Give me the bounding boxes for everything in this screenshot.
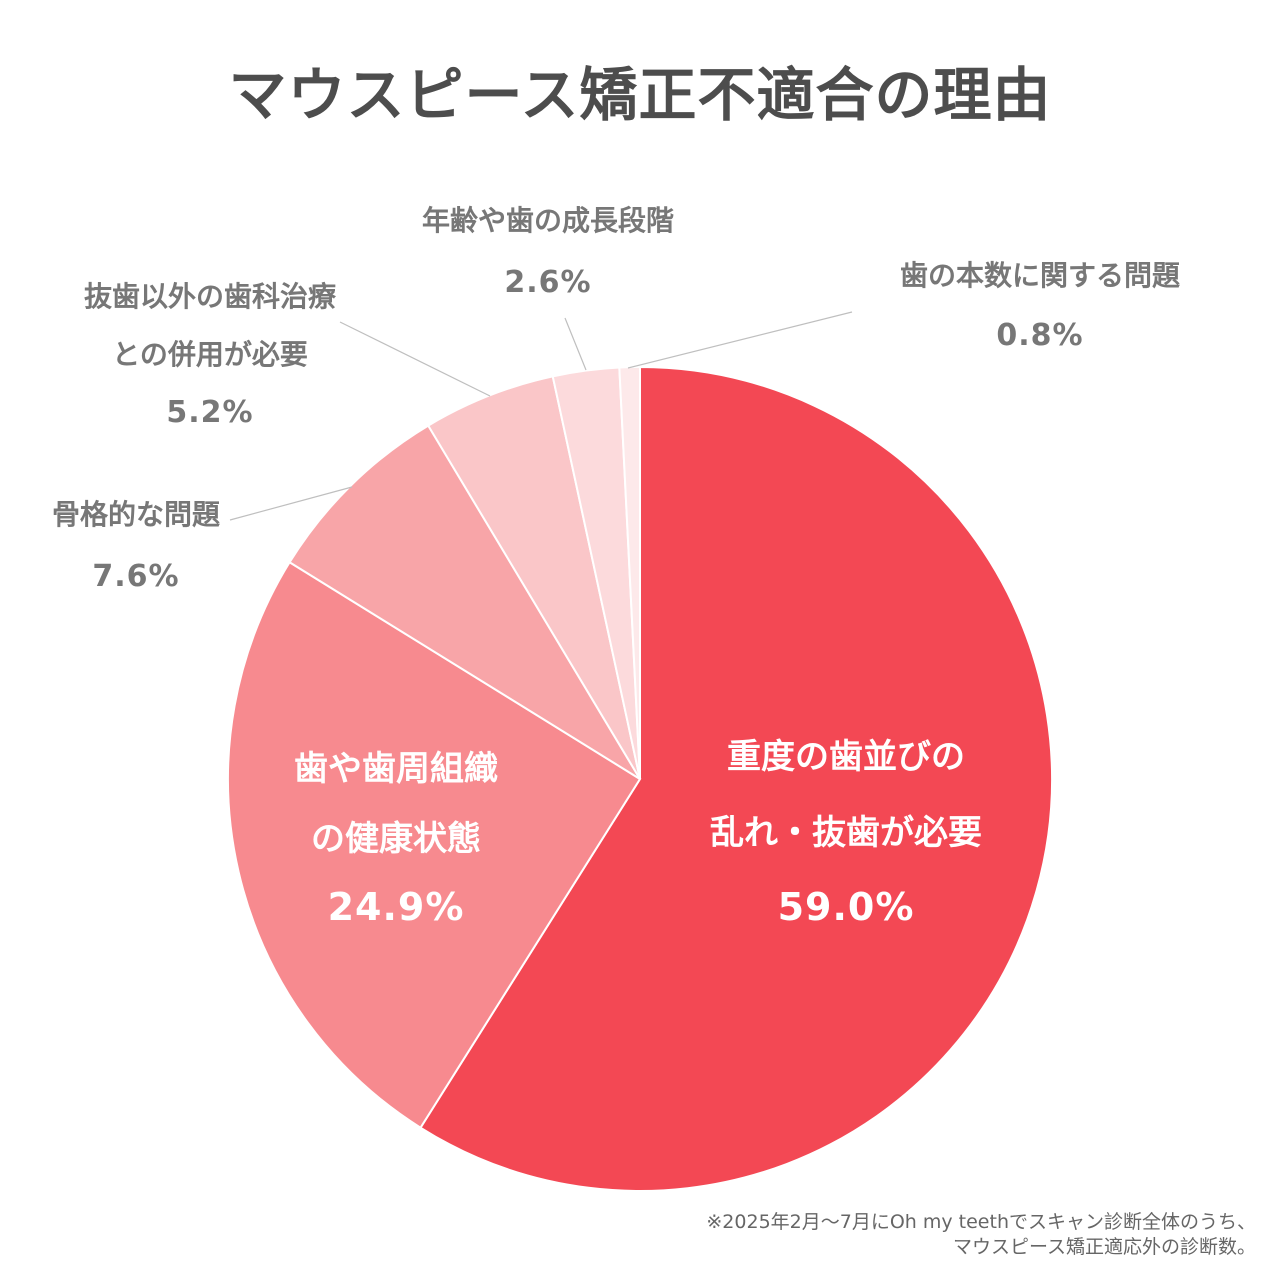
- pie-slice-2: [227, 560, 642, 1130]
- pie-slice-1: [419, 365, 1053, 1192]
- footnote: ※2025年2月～7月にOh my teethでスキャン診断全体のうち、 マウス…: [706, 1210, 1256, 1260]
- leader-line-4: [339, 321, 491, 397]
- slice-value-label-5: 2.6%: [504, 265, 591, 300]
- slice-value-label-2: 24.9%: [328, 885, 465, 929]
- slice-label-5-line-1: 年齢や歯の成長段階: [422, 204, 674, 237]
- slice-value-label-1: 59.0%: [778, 885, 915, 929]
- slice-label-4-line-1: 抜歯以外の歯科治療: [84, 280, 337, 313]
- slice-value-label-4: 5.2%: [166, 395, 253, 430]
- footnote-line-2: マウスピース矯正適応外の診断数。: [952, 1236, 1256, 1258]
- pie-slices: [227, 365, 1053, 1192]
- slice-label-2-line-2: の健康状態: [311, 819, 481, 859]
- slice-label-2-line-1: 歯や歯周組織: [294, 749, 498, 789]
- slice-label-4-line-2: との併用が必要: [112, 338, 308, 371]
- leader-line-3: [229, 486, 353, 521]
- slice-label-3-line-1: 骨格的な問題: [52, 498, 221, 531]
- slice-label-6-line-1: 歯の本数に関する問題: [900, 259, 1181, 292]
- footnote-line-1: ※2025年2月～7月にOh my teethでスキャン診断全体のうち、: [706, 1211, 1256, 1233]
- pie-slice-3: [288, 424, 641, 780]
- chart-title: マウスピース矯正不適合の理由: [228, 61, 1052, 129]
- leader-lines: [229, 311, 853, 521]
- slice-label-1-line-1: 重度の歯並びの: [727, 737, 965, 777]
- leader-line-6: [627, 311, 853, 369]
- leader-line-5: [564, 317, 587, 371]
- slice-label-1-line-2: 乱れ・抜歯が必要: [710, 813, 982, 853]
- slice-value-label-6: 0.8%: [996, 318, 1083, 353]
- slice-value-label-3: 7.6%: [92, 559, 179, 594]
